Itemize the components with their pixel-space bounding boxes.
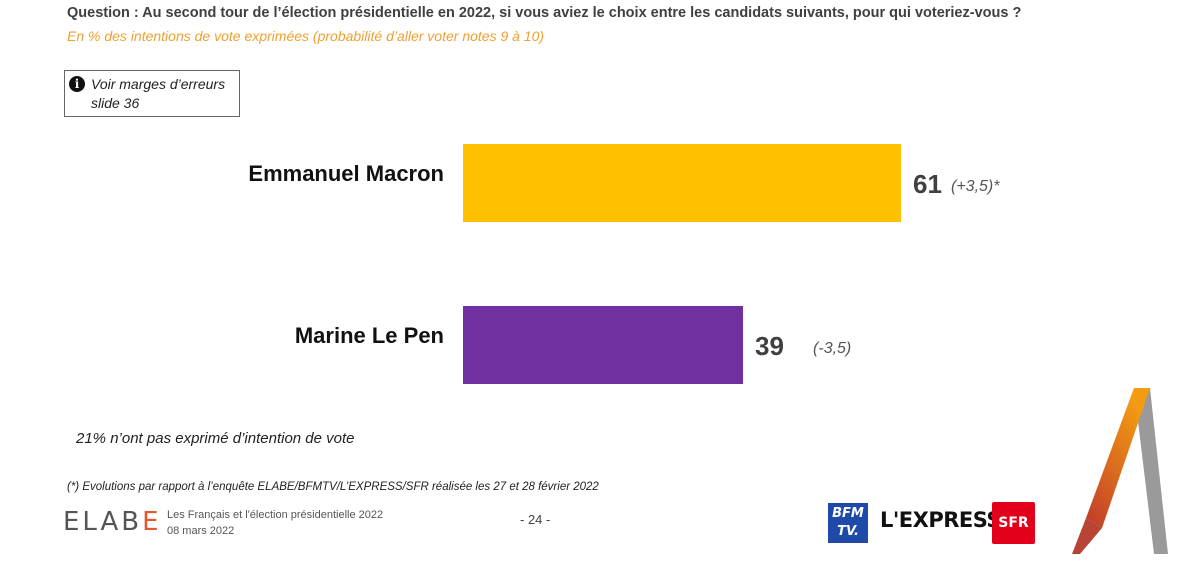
no-intention-note: 21% n’ont pas exprimé d’intention de vot… — [76, 430, 355, 447]
value-label: 61 — [913, 169, 942, 199]
bar-le-pen — [463, 306, 744, 384]
bar-macron — [463, 144, 901, 222]
subtitle-text: En % des intentions de vote exprimées (p… — [67, 28, 545, 44]
footer-date: 08 mars 2022 — [167, 525, 235, 537]
info-icon: i — [69, 76, 85, 92]
question-text: Question : Au second tour de l’élection … — [67, 5, 1022, 21]
lexpress-logo: L'EXPRESS — [880, 508, 1002, 532]
page-number: - 24 - — [520, 512, 551, 527]
evolution-label: (-3,5) — [813, 340, 851, 357]
elabe-logo: ELABE — [63, 507, 162, 537]
category-label: Emmanuel Macron — [248, 161, 444, 186]
value-label: 39 — [755, 331, 784, 361]
sfr-logo: SFR — [992, 502, 1035, 544]
bar-chart: Emmanuel Macron 61 (+3,5)* Marine Le Pen 39 (… — [248, 144, 1000, 384]
category-label: Marine Le Pen — [295, 323, 444, 348]
bfmtv-logo: BFM TV. — [828, 503, 868, 543]
evolution-label: (+3,5)* — [951, 178, 1000, 195]
error-margin-text: Voir marges d’erreurs slide 36 — [91, 76, 226, 111]
elabe-brand-mark — [1072, 388, 1168, 554]
evolution-footnote: (*) Evolutions par rapport à l’enquête E… — [67, 481, 599, 493]
error-margin-note: i Voir marges d’erreurs slide 36 — [64, 70, 240, 117]
footer-study-title: Les Français et l'élection présidentiell… — [167, 509, 384, 521]
